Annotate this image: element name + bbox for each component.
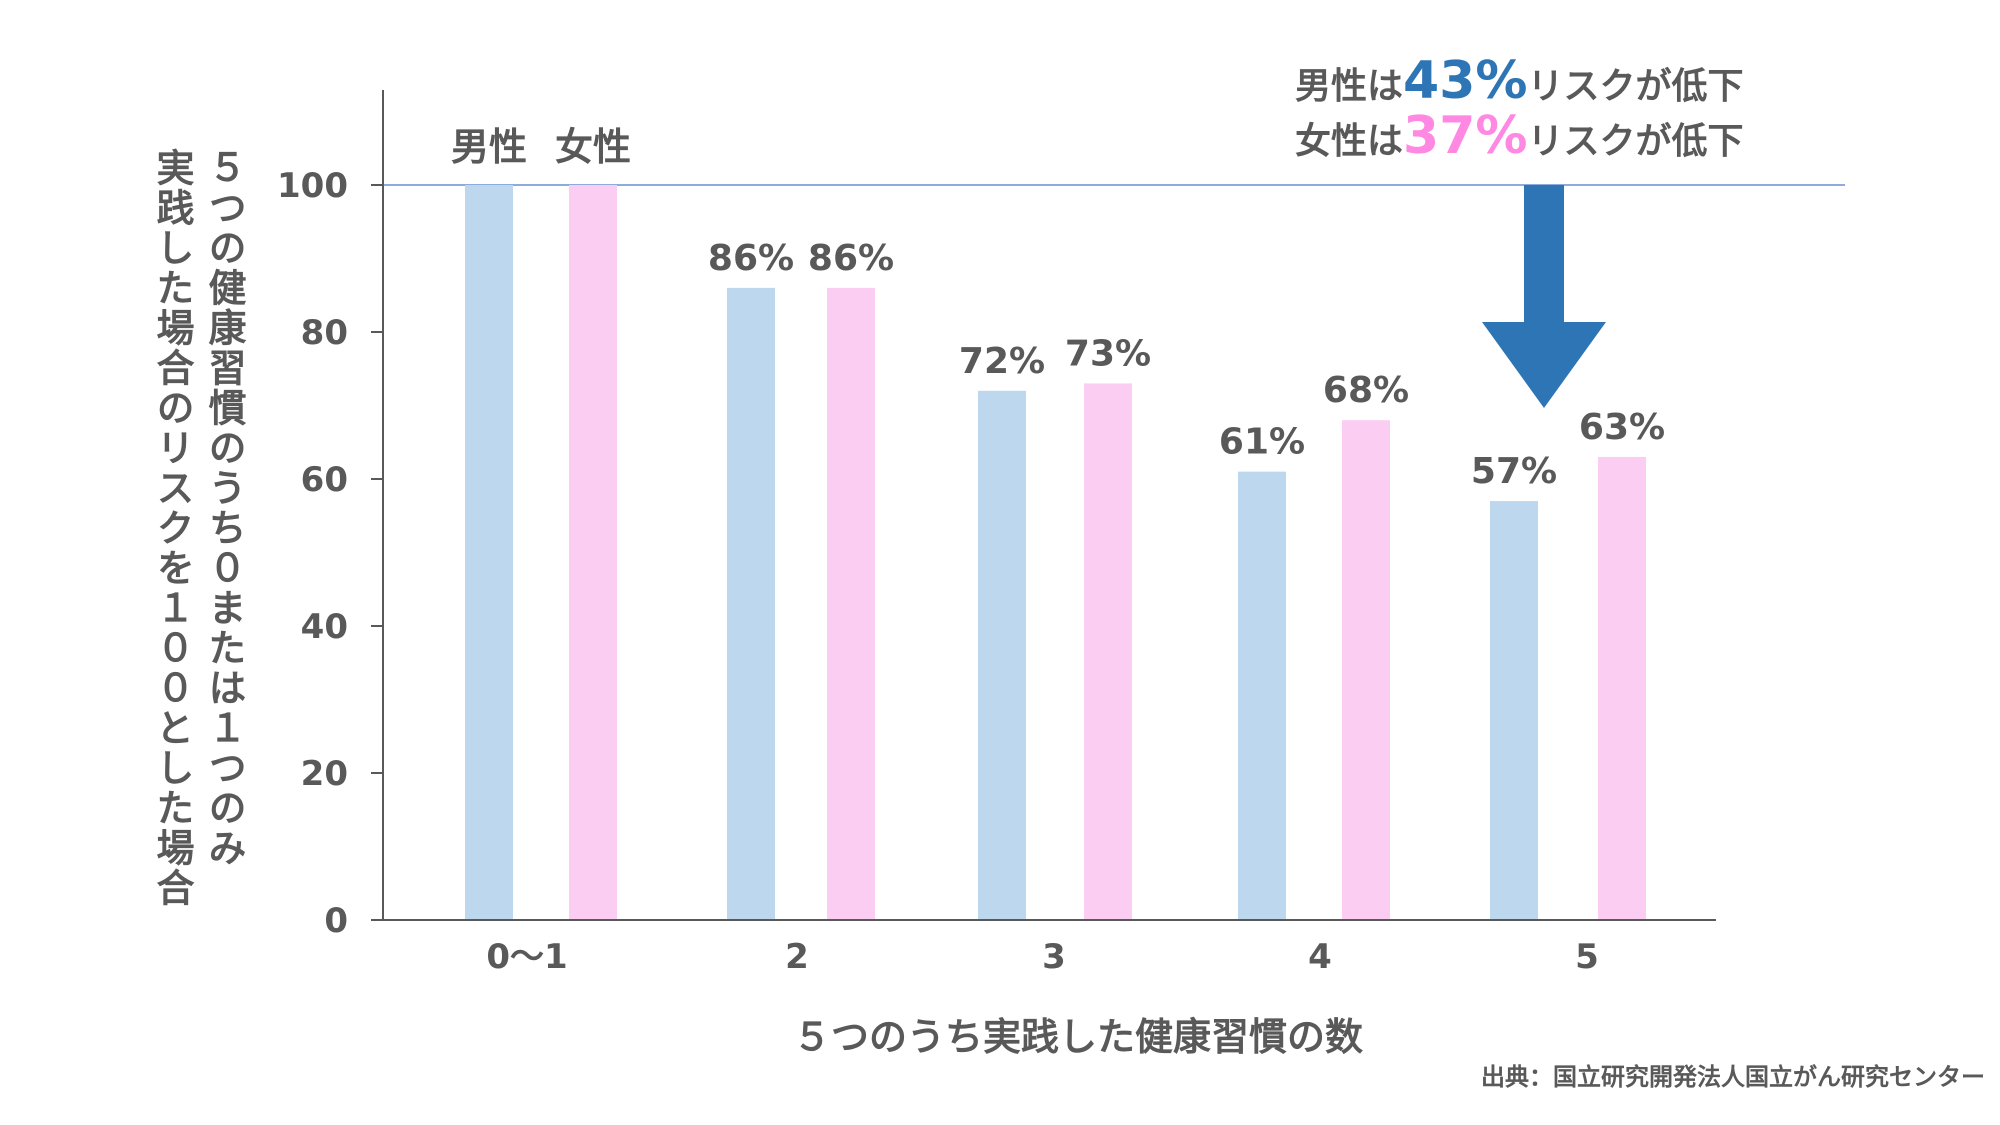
x-tick-label-0: 0〜1 [486,937,567,977]
bar-male-4 [1490,501,1538,920]
bar-female-1 [827,287,875,920]
x-tick-label-1: 2 [785,937,809,977]
annotation-line-1: 男性は43%リスクが低下 [1295,51,1744,111]
x-tick-label-2: 3 [1042,937,1066,977]
y-tick-label-40: 40 [301,607,348,647]
y-tick-label-20: 20 [301,754,348,794]
bar-male-2 [978,390,1026,920]
x-tick-label-4: 5 [1575,937,1599,977]
y-tick-label-80: 80 [301,313,348,353]
bar-male-1 [727,287,775,920]
down-arrow-icon [1482,185,1606,408]
annotation-prefix-2: 女性は [1295,121,1403,162]
data-label-female-3: 68% [1323,370,1409,411]
bar-female-3 [1342,420,1390,920]
annotation-suffix-2: リスクが低下 [1527,121,1743,162]
y-axis-label-line-1: ５つの健康習慣のうち０または１つのみ [202,148,246,868]
annotation-prefix-1: 男性は [1295,66,1403,107]
bar-male-0 [465,185,513,920]
x-axis-title: ５つのうち実践した健康習慣の数 [793,1015,1363,1059]
y-tick-label-60: 60 [301,460,348,500]
y-axis-label-line-2: 実践した場合のリスクを１００とした場合 [150,148,194,908]
data-label-female-1: 86% [808,238,894,279]
data-label-male-1: 86% [708,238,794,279]
data-label-female-2: 73% [1065,333,1151,374]
source-note: 出典：国立研究開発法人国立がん研究センター [1481,1063,1985,1091]
data-label-female-4: 63% [1579,407,1665,448]
annotation-suffix-1: リスクが低下 [1527,66,1743,107]
x-tick-label-3: 4 [1308,937,1332,977]
data-label-male-4: 57% [1471,451,1557,492]
bar-male-3 [1238,471,1286,920]
y-tick-label-100: 100 [277,166,348,206]
y-tick-label-0: 0 [324,901,348,941]
annotation-line-2: 女性は37%リスクが低下 [1295,106,1744,166]
bar-female-0 [569,185,617,920]
series-label-female: 女性 [555,125,631,169]
bar-female-2 [1084,383,1132,920]
annotation-value-1: 43% [1403,51,1527,111]
annotation-value-2: 37% [1403,106,1527,166]
data-label-male-2: 72% [959,341,1045,382]
data-label-male-3: 61% [1219,422,1305,463]
bar-female-4 [1598,456,1646,920]
series-label-male: 男性 [451,125,527,169]
